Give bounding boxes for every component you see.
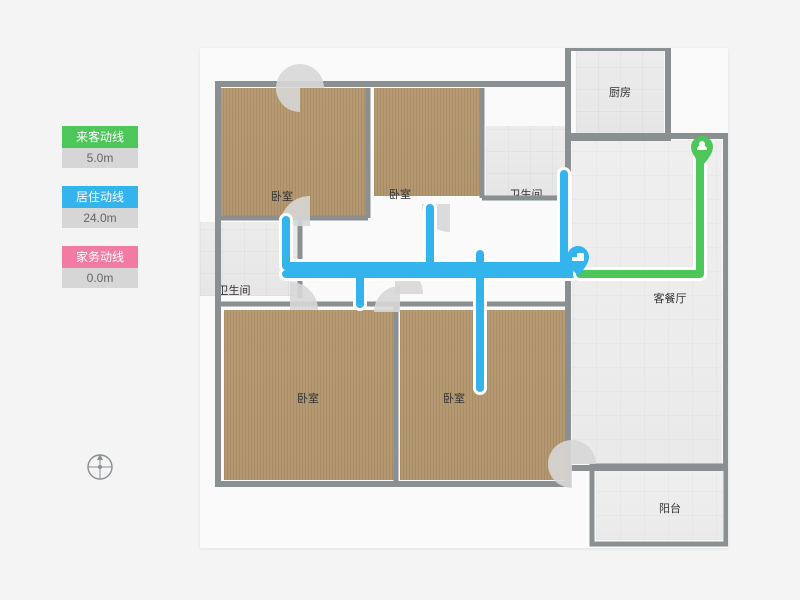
plan-svg: [200, 48, 728, 548]
legend-value: 24.0m: [62, 208, 138, 228]
person-marker-icon: [691, 136, 713, 166]
compass-icon: [85, 452, 115, 482]
legend: 来客动线 5.0m 居住动线 24.0m 家务动线 0.0m: [62, 126, 138, 306]
legend-label: 家务动线: [62, 246, 138, 268]
legend-item-living: 居住动线 24.0m: [62, 186, 138, 228]
legend-value: 0.0m: [62, 268, 138, 288]
legend-item-housework: 家务动线 0.0m: [62, 246, 138, 288]
bed-marker-icon: [567, 246, 589, 276]
legend-item-guest: 来客动线 5.0m: [62, 126, 138, 168]
legend-value: 5.0m: [62, 148, 138, 168]
floorplan: 厨房卧室卧室卫生间客餐厅卫生间卧室卧室阳台: [200, 48, 728, 548]
legend-label: 居住动线: [62, 186, 138, 208]
legend-label: 来客动线: [62, 126, 138, 148]
